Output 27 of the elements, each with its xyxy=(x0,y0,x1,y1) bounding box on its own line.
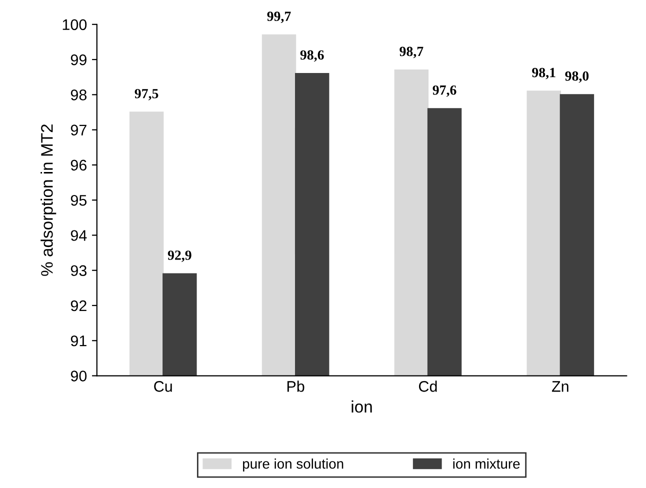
x-tick-label: Zn xyxy=(552,381,568,392)
data-label: 92,9 xyxy=(168,250,192,262)
data-label: 97,6 xyxy=(432,85,456,97)
y-tick-label: 96 xyxy=(70,160,87,171)
y-tick-label: 98 xyxy=(70,90,87,100)
legend-label: ion mixture xyxy=(453,458,520,469)
data-label: 98,0 xyxy=(565,71,589,83)
y-tick-label: 91 xyxy=(70,335,86,346)
y-tick-label: 100 xyxy=(62,19,87,30)
data-label: 97,5 xyxy=(134,88,158,100)
y-axis-title: % adsorption in MT2 xyxy=(40,124,56,276)
y-tick-label: 99 xyxy=(70,54,86,66)
legend-label: pure ion solution xyxy=(243,458,344,472)
y-tick-label: 93 xyxy=(70,265,87,276)
x-tick-label: Cd xyxy=(418,380,437,392)
data-label: 98,7 xyxy=(400,46,424,58)
data-label: 98,1 xyxy=(532,68,556,80)
data-label: 99,7 xyxy=(267,12,291,24)
y-tick-label: 95 xyxy=(70,194,87,206)
y-tick-label: 97 xyxy=(70,124,86,136)
x-axis-title: ion xyxy=(352,400,372,413)
data-label: 98,6 xyxy=(300,50,324,62)
y-tick-label: 94 xyxy=(70,230,87,241)
x-tick-label: Cu xyxy=(154,381,172,392)
y-tick-label: 92 xyxy=(70,300,86,312)
x-tick-label: Pb xyxy=(287,380,304,392)
y-tick-label: 90 xyxy=(70,370,87,382)
